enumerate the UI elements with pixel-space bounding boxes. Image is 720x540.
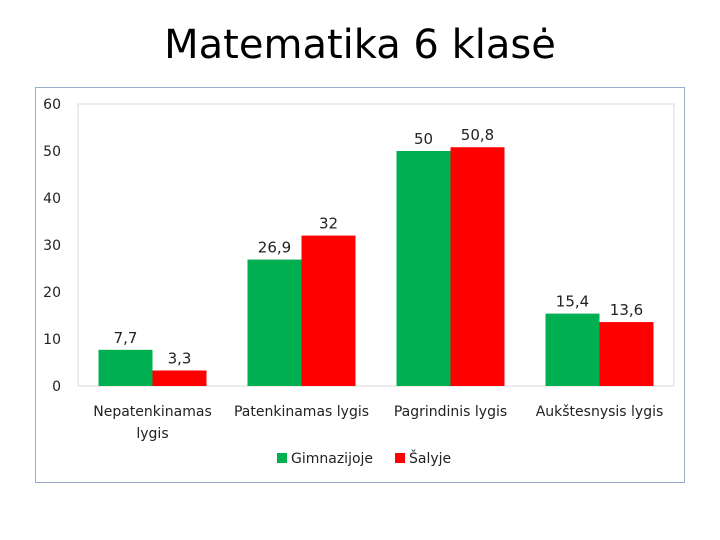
bar-gimnazijoje xyxy=(545,313,600,386)
bar-salyje xyxy=(599,322,654,386)
data-label: 7,7 xyxy=(114,329,138,347)
slide-title: Matematika 6 klasė xyxy=(164,22,556,68)
plot-area xyxy=(77,103,675,387)
y-tick-label: 10 xyxy=(43,332,61,348)
bar-chart: 0 10 20 30 40 50 60 7,7 3,3 Nepatenkinamas lygis 26… xyxy=(43,97,675,467)
y-tick-label: 60 xyxy=(43,97,61,113)
bar-salyje xyxy=(450,147,505,386)
data-label: 15,4 xyxy=(556,293,589,311)
x-category-label: Nepatenkinamas xyxy=(93,404,212,420)
legend-swatch-gimnazijoje xyxy=(277,453,287,463)
x-category-label: Pagrindinis lygis xyxy=(394,404,507,420)
y-tick-label: 0 xyxy=(52,379,61,395)
bar-gimnazijoje xyxy=(247,259,302,386)
x-category-label: Aukštesnysis lygis xyxy=(536,404,664,420)
data-label: 13,6 xyxy=(610,301,643,319)
data-label: 3,3 xyxy=(168,349,192,367)
chart-frame: 0 10 20 30 40 50 60 7,7 3,3 Nepatenkinamas lygis 26… xyxy=(35,87,685,483)
x-category-label: lygis xyxy=(136,426,168,442)
bar-salyje xyxy=(301,235,356,386)
bar-gimnazijoje xyxy=(396,151,451,386)
y-tick-label: 30 xyxy=(43,238,61,254)
y-tick-label: 50 xyxy=(43,144,61,160)
bar-salyje xyxy=(152,370,207,386)
y-tick-label: 20 xyxy=(43,285,61,301)
legend-swatch-salyje xyxy=(395,453,406,463)
data-label: 32 xyxy=(319,215,338,233)
legend-label: Šalyje xyxy=(409,449,451,467)
data-label: 50 xyxy=(414,130,433,148)
data-label: 26,9 xyxy=(258,239,291,257)
bar-gimnazijoje xyxy=(98,349,153,386)
y-tick-label: 40 xyxy=(43,191,61,207)
data-label: 50,8 xyxy=(461,126,494,144)
x-category-label: Patenkinamas lygis xyxy=(234,404,369,420)
legend-label: Gimnazijoje xyxy=(291,451,373,467)
